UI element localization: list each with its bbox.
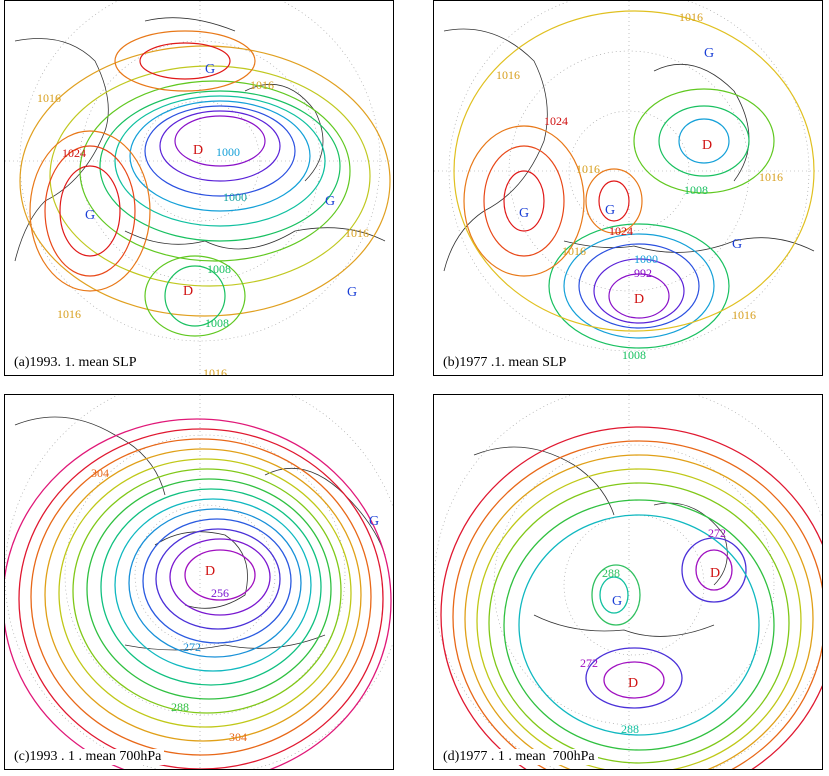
- map-c-label: 256: [211, 586, 229, 600]
- map-d-label: 288: [602, 566, 620, 580]
- map-b-center-2: D: [702, 138, 712, 153]
- map-b-label: 1016: [759, 170, 783, 184]
- map-a-svg: G G D G D G 1016 1024 1016 1000 1000 101…: [5, 1, 393, 376]
- map-a-center-5: D: [183, 284, 193, 299]
- map-c-label: 272: [183, 640, 201, 654]
- map-b-label: 1024: [609, 224, 633, 238]
- map-c-svg: D G 304 256 272 288 304: [5, 395, 393, 769]
- map-b-center-3: G: [519, 206, 529, 221]
- map-a-label: 1016: [203, 366, 227, 376]
- map-a-center-6: G: [347, 285, 357, 300]
- map-b-label: 1000: [634, 252, 658, 266]
- map-c-label: 304: [229, 730, 247, 744]
- map-b-label: 1016: [732, 308, 756, 322]
- map-a-label: 1000: [216, 145, 240, 159]
- map-a-label: 1008: [205, 316, 229, 330]
- map-panel-d: G D D 288 272 272 288 (d)1977 . 1 . mean…: [433, 394, 823, 770]
- map-b-label: 992: [634, 266, 652, 280]
- map-panel-c: D G 304 256 272 288 304 (c)1993 . 1 . me…: [4, 394, 394, 770]
- map-a-label: 1016: [37, 91, 61, 105]
- map-a-center-1: G: [205, 62, 215, 77]
- map-d-svg: G D D 288 272 272 288: [434, 395, 822, 769]
- map-a-label: 1000: [223, 190, 247, 204]
- map-a-label: 1024: [62, 146, 86, 160]
- map-c-label: 304: [91, 466, 109, 480]
- map-b-label: 1016: [679, 10, 703, 24]
- map-a-label: 1016: [345, 226, 369, 240]
- map-b-label: 1008: [684, 183, 708, 197]
- map-b-center-5: G: [732, 237, 742, 252]
- map-b-caption: (b)1977 .1. mean SLP: [440, 355, 570, 371]
- map-b-center-6: D: [634, 292, 644, 307]
- map-d-label: 272: [580, 656, 598, 670]
- map-d-caption: (d)1977 . 1 . mean 700hPa: [440, 749, 598, 765]
- map-a-center-2: G: [85, 208, 95, 223]
- map-b-label: 1024: [544, 114, 568, 128]
- map-d-center-2: D: [710, 566, 720, 581]
- map-a-center-3: D: [193, 143, 203, 158]
- map-c-center-1: D: [205, 564, 215, 579]
- map-c-caption: (c)1993 . 1 . mean 700hPa: [11, 749, 165, 765]
- map-a-center-4: G: [325, 194, 335, 209]
- map-b-label: 1016: [562, 244, 586, 258]
- map-d-label: 288: [621, 722, 639, 736]
- map-d-center-3: D: [628, 676, 638, 691]
- map-c-label: 288: [171, 700, 189, 714]
- map-c-center-2: G: [369, 514, 379, 529]
- map-a-label: 1008: [207, 262, 231, 276]
- map-b-center-4: G: [605, 203, 615, 218]
- map-a-caption: (a)1993. 1. mean SLP: [11, 355, 140, 371]
- map-b-label: 1008: [622, 348, 646, 362]
- map-b-label: 1016: [576, 162, 600, 176]
- map-panel-b: G D G G G D 1016 1016 1024 1016 1016 100…: [433, 0, 823, 376]
- map-d-label: 272: [708, 526, 726, 540]
- map-b-label: 1016: [496, 68, 520, 82]
- map-panel-a: G G D G D G 1016 1024 1016 1000 1000 101…: [4, 0, 394, 376]
- map-a-label: 1016: [57, 307, 81, 321]
- map-b-center-1: G: [704, 46, 714, 61]
- map-d-center-1: G: [612, 594, 622, 609]
- map-a-label: 1016: [250, 78, 274, 92]
- map-b-svg: G D G G G D 1016 1016 1024 1016 1016 100…: [434, 1, 822, 375]
